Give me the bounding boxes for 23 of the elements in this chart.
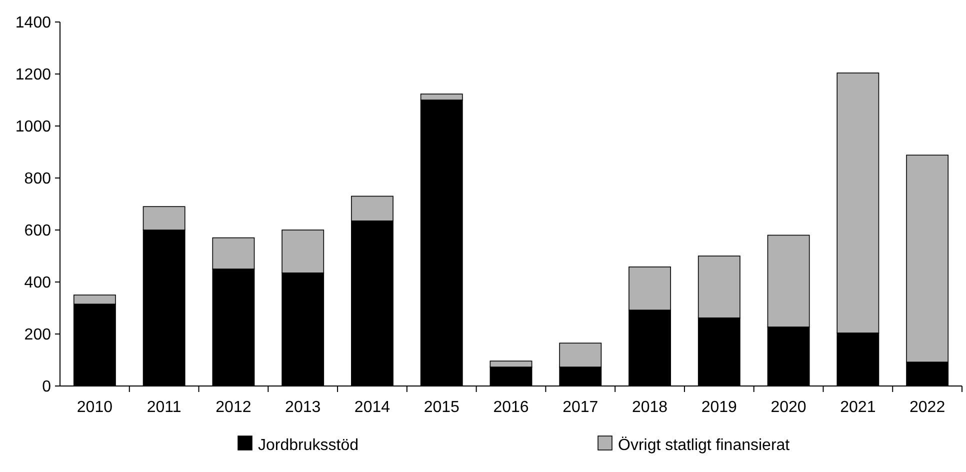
y-tick-label: 1200: [15, 66, 52, 84]
x-tick-label: 2020: [770, 399, 806, 416]
x-tick-label: 2017: [562, 399, 598, 416]
x-tick-label: 2018: [632, 399, 668, 416]
x-tick-label: 2019: [701, 399, 738, 416]
y-tick-label: 1000: [15, 118, 52, 136]
y-tick-label: 200: [24, 326, 52, 344]
x-tick-label: 2011: [146, 399, 182, 416]
y-tick-label: 800: [24, 170, 52, 188]
legend-label: Jordbruksstöd: [258, 437, 358, 454]
y-tick-label: 400: [24, 274, 52, 292]
x-tick-label: 2021: [840, 399, 876, 416]
y-tick-label: 600: [24, 222, 52, 240]
x-tick-label: 2016: [493, 399, 529, 416]
x-tick-label: 2012: [216, 399, 252, 416]
x-tick-label: 2014: [354, 399, 390, 416]
x-tick-label: 2015: [424, 399, 460, 416]
y-tick-label: 1400: [15, 14, 52, 32]
x-tick-label: 2013: [285, 399, 321, 416]
x-tick-label: 2022: [910, 399, 946, 416]
x-tick-label: 2010: [76, 399, 113, 416]
y-tick-label: 0: [42, 378, 52, 396]
legend-label: Övrigt statligt finansierat: [618, 436, 790, 454]
